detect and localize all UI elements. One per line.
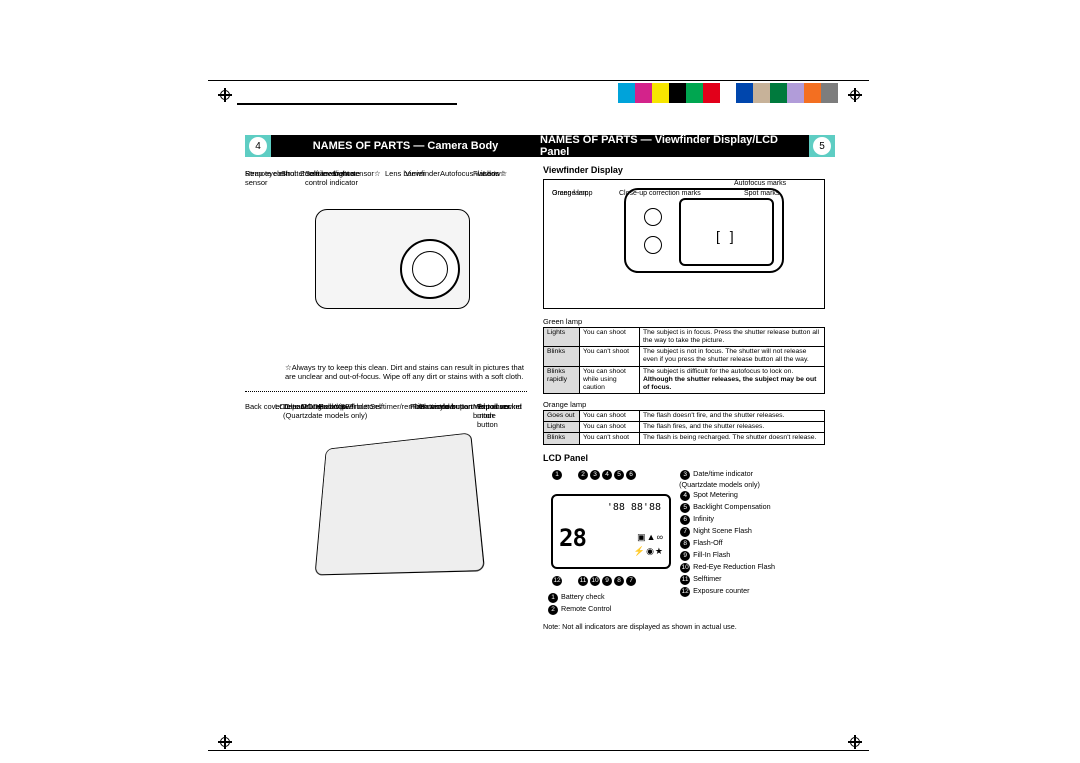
registration-mark xyxy=(218,88,232,102)
vf-label-green: Green lamp xyxy=(552,190,589,197)
camera-lens-outline xyxy=(400,239,460,299)
label-back-cover: Back cover xyxy=(319,402,356,411)
black-bar xyxy=(237,103,457,105)
orange-lamp-table: Goes outYou can shootThe flash doesn't f… xyxy=(543,410,825,444)
orange-table-caption: Orange lamp xyxy=(543,400,825,409)
lcd-panel-outline: '88 88'88 28 ▣▲∞ ⚡◉★ xyxy=(551,494,671,569)
viewfinder-screen: [ ] xyxy=(679,198,774,266)
lcd-main-digits: 28 xyxy=(559,524,586,552)
page-number-left: 4 xyxy=(249,137,267,155)
lcd-icons-row: ▣▲∞ xyxy=(637,532,663,543)
color-calibration-bar xyxy=(618,83,838,103)
lcd-indicator-numbers-bottom: 121110987 xyxy=(551,575,679,586)
vf-label-closeup: Close-up correction marks xyxy=(619,190,701,197)
viewfinder-diagram: [ ] Autofocus marks Orange lamp Green la… xyxy=(543,179,825,309)
cleaning-note: ☆Always try to keep this clean. Dirt and… xyxy=(245,363,527,381)
lcd-footnote: Note: Not all indicators are displayed a… xyxy=(543,622,825,631)
lcd-legend-left: 1 Battery check2 Remote Control xyxy=(547,592,679,615)
label-selftimer-btn: Selftimer/remote control button xyxy=(370,402,473,411)
label-lens: Lens☆ xyxy=(483,169,506,178)
camera-back-diagram: Date MODE and SET buttons (Quartzdate mo… xyxy=(245,402,525,602)
header-bar: 4 NAMES OF PARTS — Camera Body NAMES OF … xyxy=(245,135,835,157)
label-exposure: Exposure mode button xyxy=(477,402,525,429)
lcd-diagram-area: 123456 '88 88'88 28 ▣▲∞ ⚡◉★ 121110987 1 … xyxy=(543,469,679,616)
header-title-right: NAMES OF PARTS — Viewfinder Display/LCD … xyxy=(540,135,809,157)
header-title-left: NAMES OF PARTS — Camera Body xyxy=(271,135,540,157)
orange-lamp-icon xyxy=(644,208,662,226)
lcd-legend-right: 3 Date/time indicator (Quartzdate models… xyxy=(679,469,825,616)
lcd-icons-row2: ⚡◉★ xyxy=(634,546,663,557)
cut-line-top xyxy=(208,80,869,81)
green-table-caption: Green lamp xyxy=(543,317,825,326)
manual-spread: 4 NAMES OF PARTS — Camera Body NAMES OF … xyxy=(245,135,835,631)
vf-label-autofocus: Autofocus marks xyxy=(734,180,786,187)
vf-label-spot: Spot marks xyxy=(744,190,779,197)
camera-back-outline xyxy=(315,432,486,575)
label-lens-barrier: Lens barrier xyxy=(385,169,425,178)
focus-brackets: [ ] xyxy=(716,228,737,244)
cut-line-bottom xyxy=(208,750,869,751)
registration-mark xyxy=(848,735,862,749)
page-number-right: 5 xyxy=(813,137,831,155)
green-lamp-table: LightsYou can shootThe subject is in foc… xyxy=(543,327,825,394)
right-column: Viewfinder Display [ ] Autofocus marks O… xyxy=(535,165,825,631)
lcd-date-digits: '88 88'88 xyxy=(607,502,661,513)
camera-front-diagram: Light sensor☆ Viewfinder Shutter release… xyxy=(245,169,525,359)
registration-mark xyxy=(848,88,862,102)
left-column: Light sensor☆ Viewfinder Shutter release… xyxy=(245,165,535,631)
label-selftimer: Selftimer/remote control indicator xyxy=(305,169,360,187)
lcd-indicator-numbers-top: 123456 xyxy=(551,469,679,480)
viewfinder-section-title: Viewfinder Display xyxy=(543,165,825,175)
green-lamp-icon xyxy=(644,236,662,254)
divider xyxy=(245,391,527,392)
lcd-section-title: LCD Panel xyxy=(543,453,825,463)
label-remote: Remote control sensor xyxy=(245,169,296,187)
registration-mark xyxy=(218,735,232,749)
label-back-cover-release: Back cover release xyxy=(245,402,309,411)
viewfinder-outline: [ ] xyxy=(624,188,784,273)
